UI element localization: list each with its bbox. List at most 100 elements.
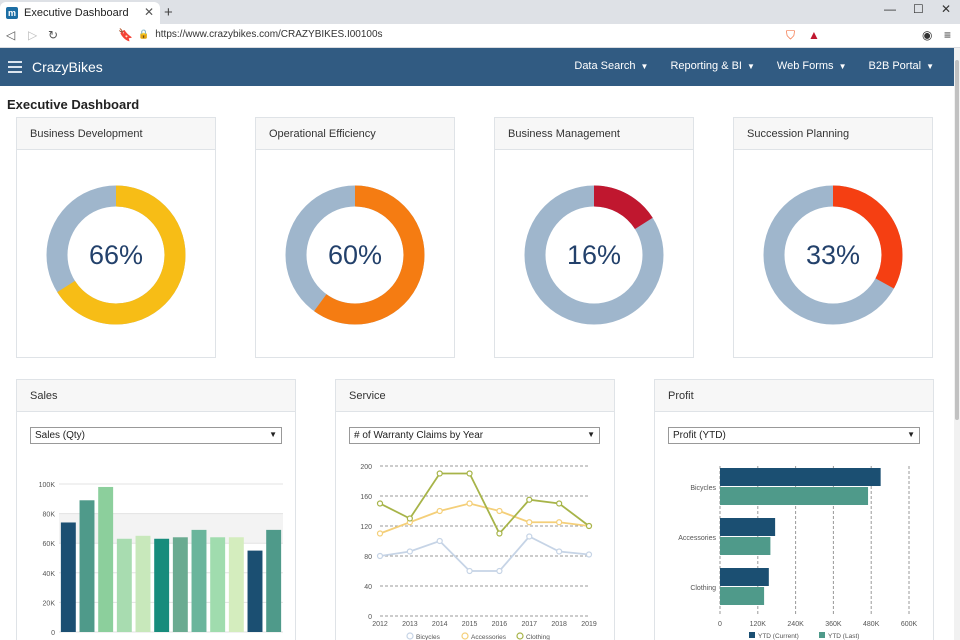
card-title: Business Management xyxy=(495,118,693,150)
page-scrollbar[interactable] xyxy=(954,48,960,640)
data-point xyxy=(585,551,593,558)
nav-item-b2b-portal[interactable]: B2B Portal ▼ xyxy=(868,60,934,72)
browser-tab-bar: m Executive Dashboard ✕ + — ☐ ✕ xyxy=(0,0,960,24)
menu-icon[interactable]: ≡ xyxy=(944,28,952,42)
tab-title: Executive Dashboard xyxy=(24,7,129,19)
x-tick-label: 480K xyxy=(863,621,880,628)
panel-title: Profit xyxy=(655,380,933,412)
profit-bar xyxy=(720,568,769,586)
data-point xyxy=(376,500,384,507)
grid-band xyxy=(59,513,283,544)
donut-value-arc xyxy=(46,185,186,325)
x-tick-label: 120K xyxy=(750,621,767,628)
maximize-icon[interactable]: ☐ xyxy=(913,2,924,16)
y-tick-label: 60K xyxy=(43,541,56,548)
dropdown-arrow-icon: ▼ xyxy=(907,430,915,439)
legend-label: YTD (Current) xyxy=(758,633,799,640)
series-line xyxy=(379,535,590,572)
legend-label: Accessories xyxy=(471,634,507,640)
brand-name[interactable]: CrazyBikes xyxy=(32,59,103,75)
dropdown-arrow-icon: ▼ xyxy=(269,430,277,439)
brave-shield-icon[interactable]: ⛉ xyxy=(786,28,796,42)
profit-metric-select[interactable]: Profit (YTD) ▼ xyxy=(668,427,920,444)
data-point xyxy=(526,533,533,540)
x-tick-label: 2012 xyxy=(372,621,388,628)
x-tick-label: 600K xyxy=(901,621,918,628)
app-favicon-icon: m xyxy=(6,7,18,19)
sales-metric-select[interactable]: Sales (Qty) ▼ xyxy=(30,427,282,444)
nav-item-data-search[interactable]: Data Search ▼ xyxy=(574,60,649,72)
data-point xyxy=(496,567,503,575)
profit-bar xyxy=(720,518,776,536)
app-navbar: CrazyBikes Data Search ▼ Reporting & BI ▼ … xyxy=(0,48,954,86)
data-point xyxy=(376,530,384,537)
minimize-icon[interactable]: — xyxy=(884,2,896,16)
caret-down-icon: ▼ xyxy=(838,62,847,71)
x-tick-label: 2018 xyxy=(551,621,567,628)
x-tick-label: 2019 xyxy=(581,621,597,628)
data-point xyxy=(436,470,443,477)
service-line-chart: 0 40 80 120 160 200 2012 2013 2014 2015 2016 2017 20… xyxy=(360,464,597,640)
donut-value-arc xyxy=(285,185,425,325)
kpi-value: 66% xyxy=(88,240,144,270)
sales-bar-chart: 0 20K 40K 60K 80K 100K xyxy=(39,482,283,637)
kpi-card-operational-efficiency: Operational Efficiency 60% xyxy=(255,117,455,358)
profile-icon[interactable]: ◉ xyxy=(922,28,933,42)
data-point xyxy=(436,507,443,515)
reload-icon[interactable]: ↻ xyxy=(48,28,59,42)
hamburger-icon[interactable] xyxy=(8,61,22,73)
select-value: Profit (YTD) xyxy=(673,430,726,441)
select-value: # of Warranty Claims by Year xyxy=(354,430,484,441)
new-tab-icon[interactable]: + xyxy=(164,4,173,21)
kpi-value: 33% xyxy=(805,240,861,270)
y-tick-label: 80 xyxy=(364,554,372,561)
legend-marker xyxy=(819,632,825,638)
data-point xyxy=(466,470,473,477)
url-field[interactable]: 🔒 https://www.crazybikes.com/CRAZYBIKES.… xyxy=(138,29,383,40)
legend-marker xyxy=(749,632,755,638)
profit-bar-chart: 0 120K 240K 360K 480K 600K Bicycles Accessories… xyxy=(678,466,918,640)
data-point xyxy=(436,537,443,545)
scrollbar-thumb[interactable] xyxy=(955,60,959,420)
sales-bar xyxy=(247,550,263,632)
sales-bar xyxy=(60,522,76,632)
url-text: https://www.crazybikes.com/CRAZYBIKES.I0… xyxy=(155,29,383,40)
card-title: Operational Efficiency xyxy=(256,118,454,150)
data-point xyxy=(526,519,533,526)
category-label: Bicycles xyxy=(690,485,716,492)
card-title: Succession Planning xyxy=(734,118,932,150)
legend-label: YTD (Last) xyxy=(828,633,859,640)
profit-panel: Profit Profit (YTD) ▼ 0 120K 240K 360K 480K 6… xyxy=(654,379,934,640)
data-point xyxy=(376,552,384,560)
nav-menu: Data Search ▼ Reporting & BI ▼ Web Forms ▼ … xyxy=(574,60,934,72)
address-bar: ◁ ▷ ↻ 🔖 🔒 https://www.crazybikes.com/CRA… xyxy=(0,24,960,48)
lock-icon: 🔒 xyxy=(138,29,150,39)
close-tab-icon[interactable]: ✕ xyxy=(143,5,154,19)
y-tick-label: 200 xyxy=(360,464,372,471)
kpi-donut xyxy=(763,185,903,325)
x-tick-label: 2013 xyxy=(402,621,418,628)
forward-icon[interactable]: ▷ xyxy=(28,28,38,42)
panel-title: Sales xyxy=(17,380,295,412)
sales-bar xyxy=(172,537,188,632)
legend-marker xyxy=(461,632,469,640)
kpi-donut xyxy=(524,185,664,325)
nav-item-reporting-bi[interactable]: Reporting & BI ▼ xyxy=(670,60,755,72)
profit-bar xyxy=(720,537,771,555)
y-tick-label: 40K xyxy=(43,571,56,578)
back-icon[interactable]: ◁ xyxy=(6,28,16,42)
window-close-icon[interactable]: ✕ xyxy=(941,2,952,16)
y-tick-label: 40 xyxy=(364,584,372,591)
category-label: Clothing xyxy=(690,585,716,592)
browser-tab[interactable]: m Executive Dashboard ✕ xyxy=(0,2,160,24)
data-point xyxy=(406,548,413,555)
nav-item-web-forms[interactable]: Web Forms ▼ xyxy=(776,60,847,72)
kpi-donut xyxy=(285,185,425,325)
data-point xyxy=(466,567,473,575)
service-metric-select[interactable]: # of Warranty Claims by Year ▼ xyxy=(349,427,600,444)
sales-bar xyxy=(116,538,132,632)
rewards-icon[interactable]: ▲ xyxy=(808,28,820,42)
bookmark-icon[interactable]: 🔖 xyxy=(118,28,133,42)
kpi-card-business-management: Business Management 16% xyxy=(494,117,694,358)
donut-value-arc xyxy=(524,185,664,325)
